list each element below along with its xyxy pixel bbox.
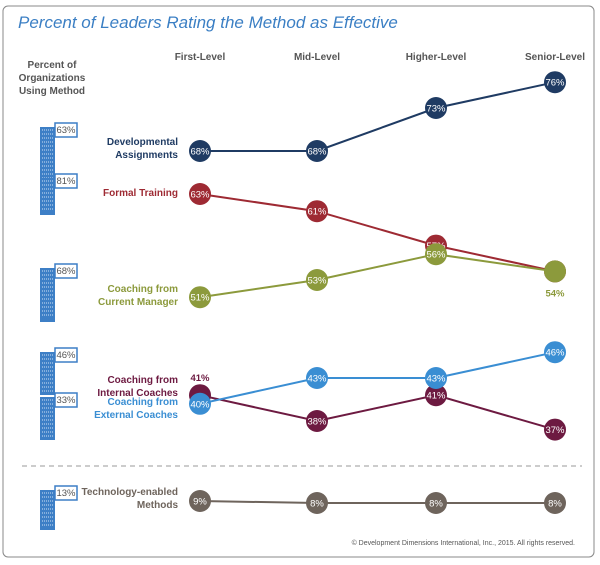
- data-point: [544, 418, 566, 441]
- data-point: [189, 140, 211, 162]
- data-point: [306, 140, 328, 162]
- data-point: [189, 392, 211, 415]
- data-label: 63%: [190, 190, 210, 201]
- data-point: [544, 71, 566, 94]
- series-label: Coaching from: [107, 397, 178, 408]
- building-icon: [40, 490, 55, 530]
- series-line: [199, 500, 555, 504]
- chart-border: [2, 5, 595, 558]
- data-point: [306, 269, 328, 291]
- data-label: 46%: [545, 348, 565, 359]
- category-label: Higher-Level: [406, 52, 467, 63]
- data-label: 43%: [307, 374, 327, 385]
- building-icon: [40, 352, 55, 395]
- data-point: [306, 410, 328, 432]
- data-point: [425, 97, 447, 119]
- data-point: [425, 384, 447, 407]
- data-label: 53%: [307, 276, 327, 287]
- data-label: 8%: [548, 499, 562, 510]
- series-line: [200, 81, 556, 152]
- series-line: [199, 394, 556, 431]
- left-header-line1: Percent of: [28, 60, 78, 71]
- data-label: 41%: [190, 373, 210, 384]
- usage-percent: 13%: [56, 488, 76, 499]
- building-icon: [40, 178, 55, 215]
- data-label: 41%: [426, 391, 446, 402]
- usage-box: [54, 122, 78, 138]
- data-point: [425, 492, 447, 514]
- left-header-line3: Using Method: [19, 86, 85, 97]
- data-point: [189, 490, 211, 512]
- data-label: 61%: [307, 207, 327, 218]
- data-point: [306, 367, 328, 389]
- data-point: [425, 367, 447, 389]
- usage-percent: 81%: [56, 176, 76, 187]
- data-label: 76%: [545, 78, 565, 89]
- data-label: 51%: [190, 293, 210, 304]
- series-label: Coaching from: [107, 375, 178, 386]
- series-label: Formal Training: [103, 188, 178, 199]
- copyright: © Development Dimensions International, …: [352, 539, 575, 547]
- data-label: 8%: [429, 499, 443, 510]
- left-header-line2: Organizations: [19, 73, 86, 84]
- data-label: 68%: [190, 147, 210, 158]
- usage-percent: 46%: [56, 350, 76, 361]
- data-label: 9%: [193, 497, 207, 508]
- series-line: [199, 351, 556, 405]
- series-label: Current Manager: [98, 297, 178, 308]
- data-label: 54%: [545, 288, 565, 299]
- series-label: Developmental: [107, 137, 178, 148]
- series-label: External Coaches: [94, 410, 178, 421]
- data-label: 37%: [545, 425, 565, 436]
- series-label: Internal Coaches: [97, 388, 178, 399]
- data-point: [544, 492, 566, 514]
- series-label: Assignments: [115, 150, 178, 161]
- data-label: 8%: [310, 499, 324, 510]
- series-line: [199, 253, 556, 299]
- data-point: [189, 286, 211, 309]
- category-label: First-Level: [175, 52, 226, 63]
- data-point: [306, 492, 328, 514]
- series-label: Coaching from: [107, 284, 178, 295]
- usage-percent: 33%: [56, 395, 76, 406]
- data-label: 68%: [307, 147, 327, 158]
- chart-title: Percent of Leaders Rating the Method as …: [18, 13, 398, 32]
- data-label: 38%: [307, 417, 327, 428]
- usage-box: [54, 347, 78, 363]
- series-label: Technology-enabled: [82, 487, 179, 498]
- category-label: Senior-Level: [525, 52, 585, 63]
- building-icon: [40, 127, 55, 185]
- data-label: 43%: [426, 374, 446, 385]
- usage-percent: 63%: [56, 125, 76, 136]
- data-label: 56%: [426, 250, 446, 261]
- series-label: Methods: [137, 500, 179, 511]
- data-point: [306, 200, 328, 223]
- data-label: 73%: [426, 104, 446, 115]
- data-label: 40%: [190, 399, 210, 410]
- category-label: Mid-Level: [294, 52, 340, 63]
- data-point: [544, 341, 566, 364]
- usage-box: [54, 263, 78, 279]
- usage-box: [54, 485, 78, 501]
- usage-box: [54, 392, 78, 408]
- usage-percent: 68%: [56, 266, 76, 277]
- data-point: [425, 243, 447, 266]
- building-icon: [40, 397, 55, 440]
- series-line: [199, 193, 556, 273]
- data-point: [189, 183, 211, 205]
- usage-box: [54, 173, 78, 189]
- building-icon: [40, 268, 55, 322]
- data-point: [544, 260, 566, 283]
